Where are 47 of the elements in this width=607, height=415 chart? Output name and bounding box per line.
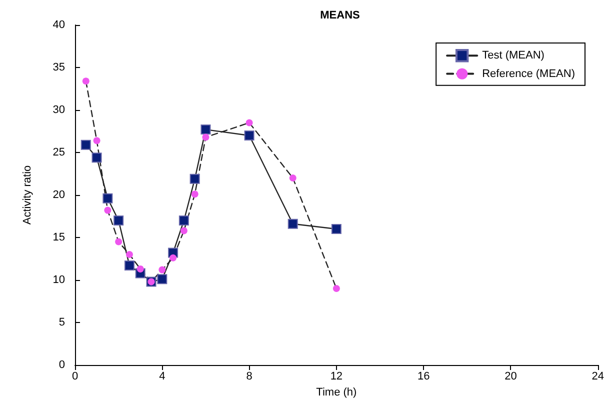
x-tick-label: 4 (159, 370, 166, 382)
x-tick-label: 16 (417, 370, 430, 382)
point (115, 238, 122, 246)
point (246, 119, 253, 126)
x-axis-title: Time (h) (316, 386, 357, 398)
point (244, 130, 254, 140)
point (200, 124, 211, 135)
point (126, 251, 133, 258)
point (288, 218, 298, 229)
point (157, 274, 168, 284)
point (124, 260, 134, 271)
y-axis-title: Activity ratio (22, 165, 34, 225)
x-tick-label: 8 (246, 370, 252, 382)
y-tick-label: 25 (52, 146, 65, 158)
legend-label: Reference (MEAN) (482, 68, 576, 80)
point (80, 140, 91, 150)
y-tick-label: 30 (52, 104, 65, 116)
y-tick-label: 10 (52, 274, 65, 286)
y-tick-label: 35 (52, 62, 65, 74)
y-tick-label: 40 (52, 19, 65, 31)
point (92, 152, 102, 163)
point (178, 216, 189, 226)
point (93, 137, 100, 144)
point (202, 134, 210, 141)
chart-title: MEANS (320, 10, 360, 22)
point (170, 254, 177, 262)
point (180, 227, 188, 234)
legend-label: Test (MEAN) (482, 50, 544, 62)
x-tick-label: 20 (504, 370, 517, 382)
point (190, 174, 200, 184)
point (114, 216, 124, 226)
point (136, 265, 144, 272)
x-tick-label: 12 (330, 370, 343, 382)
point (289, 174, 296, 182)
point (332, 285, 340, 292)
point (331, 224, 342, 234)
point (158, 266, 166, 274)
x-tick-label: 24 (592, 370, 604, 382)
point (104, 206, 112, 214)
y-tick-label: 5 (58, 316, 65, 328)
y-tick-label: 15 (52, 232, 65, 244)
y-tick-label: 20 (52, 189, 65, 201)
x-tick-label: 0 (72, 370, 78, 382)
point (82, 78, 90, 85)
y-tick-label: 0 (58, 359, 65, 371)
point (191, 190, 198, 198)
point (102, 193, 113, 204)
